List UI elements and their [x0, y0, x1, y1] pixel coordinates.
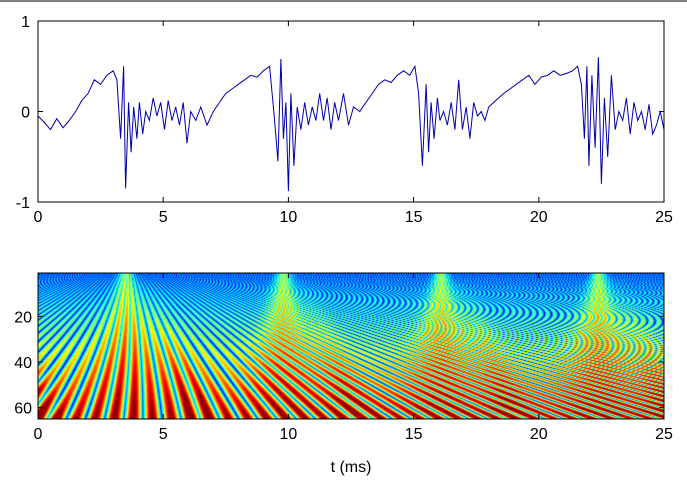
scalogram-x-tick-label: 10: [280, 426, 298, 443]
scalogram-axes-box: [37, 272, 665, 420]
scalogram-y-tick-label: 40: [14, 355, 32, 372]
scalogram-y-tick-label: 60: [14, 401, 32, 418]
scalogram-x-tick-label: 0: [34, 426, 43, 443]
waveform-x-tick-label: 5: [159, 209, 168, 226]
scalogram-x-tick-label: 25: [655, 426, 673, 443]
waveform-y-tick-label: -1: [16, 195, 30, 212]
scalogram-plot: 0 5 10 15 20 25 20 40 60 t (ms): [14, 272, 673, 476]
scalogram-x-tick-label: 15: [405, 426, 423, 443]
waveform-y-tick-label: 0: [21, 105, 30, 122]
waveform-x-tick-label: 10: [280, 209, 298, 226]
scalogram-x-axis-label: t (ms): [331, 459, 372, 476]
waveform-y-tick-label: 1: [21, 14, 30, 31]
scalogram-x-tick-label: 5: [159, 426, 168, 443]
waveform-series-line: [37, 57, 665, 192]
waveform-x-tick-label: 25: [655, 209, 673, 226]
scalogram-x-tick-label: 20: [530, 426, 548, 443]
waveform-x-tick-label: 15: [405, 209, 423, 226]
scalogram-y-tick-label: 20: [14, 309, 32, 326]
waveform-x-tick-label: 20: [530, 209, 548, 226]
waveform-plot-area: [38, 21, 664, 202]
waveform-plot: 0 5 10 15 20 25 -101: [16, 14, 673, 226]
scalogram-image: [38, 273, 664, 419]
waveform-x-tick-label: 0: [34, 209, 43, 226]
